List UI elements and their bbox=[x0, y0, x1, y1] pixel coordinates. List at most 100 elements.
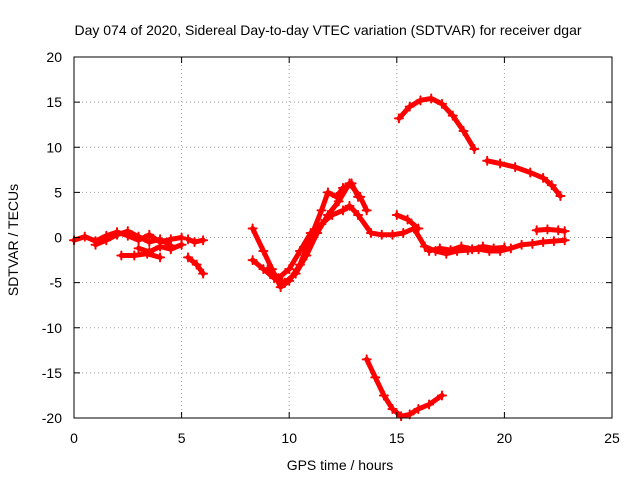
data-point bbox=[258, 246, 269, 257]
data-point bbox=[426, 93, 437, 104]
data-point bbox=[538, 172, 549, 183]
data-point bbox=[447, 110, 458, 121]
data-point bbox=[393, 113, 404, 124]
data-point bbox=[477, 241, 488, 252]
data-point bbox=[284, 264, 295, 275]
data-point bbox=[510, 162, 521, 173]
data-point bbox=[133, 231, 144, 242]
data-point bbox=[413, 223, 424, 234]
data-point bbox=[559, 235, 570, 246]
data-point bbox=[527, 238, 538, 249]
data-point bbox=[365, 227, 376, 238]
chart-title: Day 074 of 2020, Sidereal Day-to-day VTE… bbox=[74, 22, 581, 38]
data-point bbox=[355, 191, 366, 202]
data-point bbox=[456, 241, 467, 252]
data-point bbox=[531, 225, 542, 236]
data-point bbox=[122, 226, 133, 237]
x-tick-label: 5 bbox=[178, 430, 186, 446]
data-point bbox=[387, 229, 398, 240]
x-tick-label: 15 bbox=[389, 430, 405, 446]
data-point bbox=[516, 239, 527, 250]
data-point bbox=[434, 243, 445, 254]
data-point bbox=[361, 354, 372, 365]
data-point bbox=[488, 243, 499, 254]
x-axis-label: GPS time / hours bbox=[287, 457, 394, 473]
y-tick-label: -15 bbox=[42, 365, 62, 381]
data-point bbox=[316, 205, 327, 216]
data-point bbox=[101, 235, 112, 246]
series-line-track-3 bbox=[118, 251, 163, 260]
data-point bbox=[322, 187, 333, 198]
data-point bbox=[144, 237, 155, 248]
data-point bbox=[353, 209, 364, 220]
series-line-track-13 bbox=[396, 96, 477, 152]
grid-lines bbox=[74, 57, 612, 418]
data-point bbox=[419, 241, 430, 252]
data-point bbox=[301, 250, 312, 261]
data-point bbox=[458, 126, 469, 137]
data-series-group bbox=[69, 93, 570, 422]
data-point bbox=[424, 399, 435, 410]
data-point bbox=[546, 180, 557, 191]
data-point bbox=[327, 209, 338, 220]
data-point bbox=[391, 209, 402, 220]
data-point bbox=[198, 268, 209, 279]
y-tick-label: 20 bbox=[46, 49, 62, 65]
data-point bbox=[344, 200, 355, 211]
x-tick-label: 10 bbox=[281, 430, 297, 446]
data-point bbox=[176, 239, 187, 250]
data-point bbox=[415, 95, 426, 106]
series-line-track-15 bbox=[364, 356, 445, 419]
data-point bbox=[333, 196, 344, 207]
data-point bbox=[155, 252, 166, 263]
data-point bbox=[402, 214, 413, 225]
data-point bbox=[445, 245, 456, 256]
series-line-track-14 bbox=[484, 158, 563, 199]
data-point bbox=[191, 259, 202, 270]
data-point bbox=[387, 403, 398, 414]
data-point bbox=[247, 255, 258, 266]
data-point bbox=[370, 372, 381, 383]
data-point bbox=[198, 235, 209, 246]
data-point bbox=[290, 268, 301, 279]
data-point bbox=[116, 250, 127, 261]
y-tick-label: 5 bbox=[54, 184, 62, 200]
y-tick-label: -5 bbox=[50, 275, 63, 291]
data-point bbox=[396, 411, 407, 422]
data-point bbox=[79, 231, 90, 242]
data-point bbox=[499, 242, 510, 253]
y-tick-label: 15 bbox=[46, 94, 62, 110]
data-point bbox=[273, 273, 284, 284]
data-point bbox=[404, 409, 415, 420]
data-point bbox=[398, 227, 409, 238]
data-point bbox=[548, 236, 559, 247]
data-point bbox=[316, 218, 327, 229]
data-point bbox=[555, 190, 566, 201]
data-point bbox=[275, 282, 286, 293]
data-point bbox=[183, 234, 194, 245]
x-tick-labels: 0 5 10 15 20 25 bbox=[70, 430, 620, 446]
y-axis-label: SDTVAR / TECUs bbox=[5, 184, 21, 296]
x-tick-label: 0 bbox=[70, 430, 78, 446]
data-point bbox=[482, 155, 493, 166]
data-point bbox=[404, 101, 415, 112]
y-tick-label: -10 bbox=[42, 320, 62, 336]
y-tick-label: 0 bbox=[54, 230, 62, 246]
data-point bbox=[413, 403, 424, 414]
data-point bbox=[559, 226, 570, 237]
data-point bbox=[525, 167, 536, 178]
x-tick-label: 20 bbox=[497, 430, 513, 446]
data-point bbox=[467, 244, 478, 255]
data-point bbox=[538, 237, 549, 248]
data-point bbox=[189, 237, 200, 248]
data-point bbox=[294, 246, 305, 257]
data-point bbox=[279, 277, 290, 288]
axis-ticks bbox=[73, 56, 613, 419]
data-point bbox=[129, 250, 140, 261]
data-point bbox=[112, 229, 123, 240]
y-tick-label: 10 bbox=[46, 139, 62, 155]
y-tick-label: -20 bbox=[42, 410, 62, 426]
data-point bbox=[247, 223, 258, 234]
data-point bbox=[424, 246, 435, 257]
